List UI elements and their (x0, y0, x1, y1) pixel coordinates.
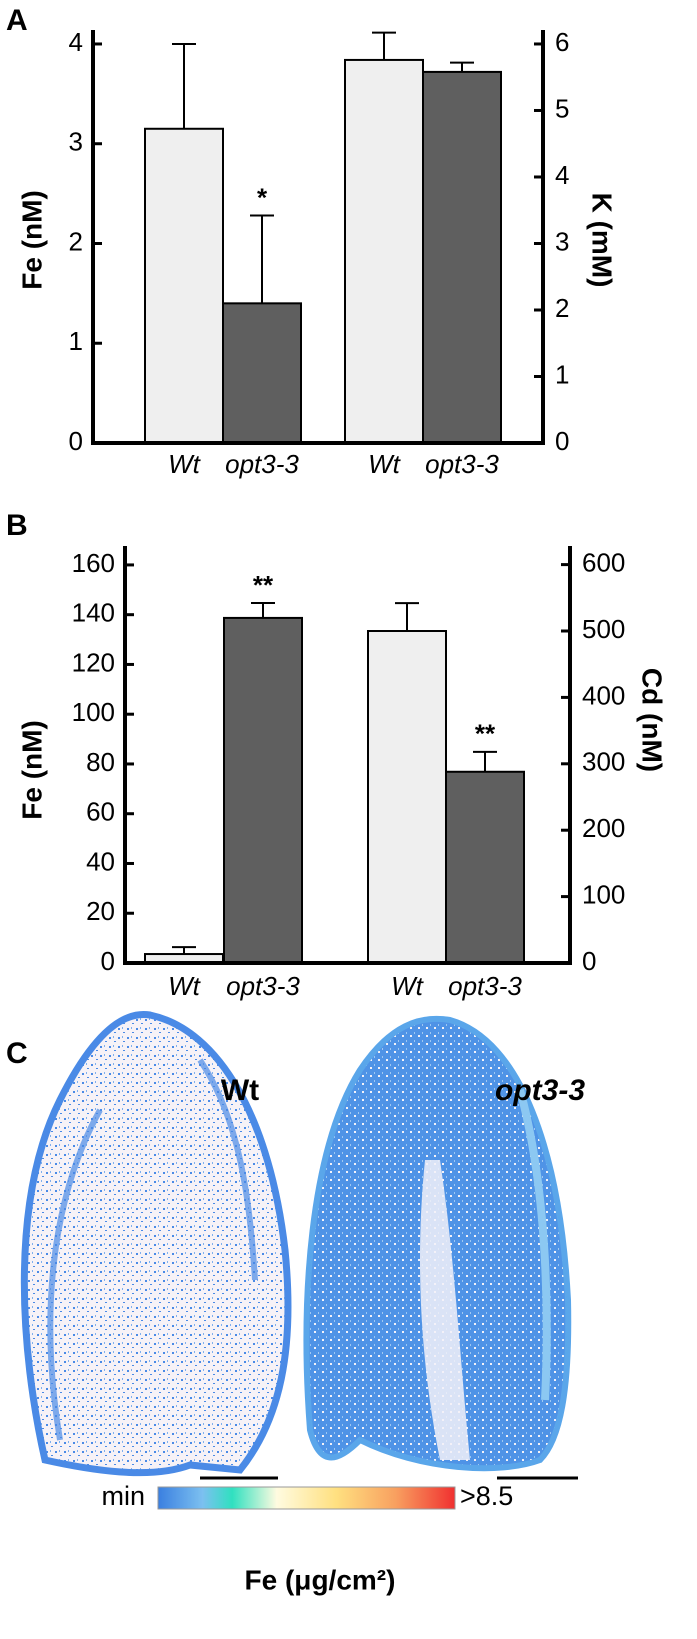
leaf-vein (516, 1088, 551, 1401)
bar (445, 770, 525, 965)
leaf-vein (47, 1058, 258, 1441)
colorbar-min: min (101, 1481, 145, 1511)
y-tick-label: 0 (101, 946, 115, 976)
significance: * (257, 182, 268, 212)
leaf-label: opt3-3 (495, 1074, 585, 1107)
y-tick-label: 140 (72, 598, 115, 628)
y-tick-label: 100 (72, 697, 115, 727)
y-tick-label: 80 (86, 747, 115, 777)
leaf-label: Wt (221, 1074, 259, 1107)
y2-tick-label: 1 (555, 359, 569, 389)
panel-label: B (6, 509, 28, 542)
x-tick-label: Wt (168, 449, 202, 479)
error-bar (172, 42, 196, 129)
x-tick-label: Wt (168, 971, 202, 1001)
bar (222, 302, 302, 444)
leaf-midrib (420, 1160, 470, 1460)
y-axis-label: Fe (nM) (16, 720, 47, 820)
error-bar (450, 61, 474, 72)
y2-tick-label: 0 (582, 946, 596, 976)
bar (422, 70, 502, 444)
colorbar-title: Fe (μg/cm²) (245, 1564, 396, 1595)
y2-axis-label: K (mM) (587, 193, 618, 288)
y-tick-label: 3 (69, 127, 83, 157)
panel-label: A (6, 4, 28, 37)
x-tick-label: opt3-3 (226, 971, 300, 1001)
y2-axis-label: Cd (nM) (637, 668, 668, 772)
colorbar (157, 1486, 456, 1510)
y2-tick-label: 6 (555, 27, 569, 57)
y2-tick-label: 4 (555, 160, 569, 190)
y2-tick-label: 100 (582, 879, 625, 909)
y2-tick-label: 500 (582, 614, 625, 644)
error-bar (251, 601, 275, 618)
bar (144, 127, 224, 445)
y-tick-label: 1 (69, 326, 83, 356)
x-tick-label: opt3-3 (448, 971, 522, 1001)
error-bar (372, 31, 396, 60)
significance: ** (475, 719, 496, 749)
x-tick-label: Wt (368, 449, 402, 479)
x-tick-label: opt3-3 (225, 449, 299, 479)
y2-tick-label: 2 (555, 293, 569, 323)
error-bar (250, 214, 274, 304)
y2-tick-label: 300 (582, 747, 625, 777)
y2-tick-label: 5 (555, 93, 569, 123)
significance: ** (253, 570, 274, 600)
y-tick-label: 20 (86, 896, 115, 926)
error-bar (395, 602, 419, 632)
y-tick-label: 160 (72, 548, 115, 578)
y2-tick-label: 400 (582, 680, 625, 710)
error-bar (473, 750, 497, 772)
bar (344, 58, 424, 444)
y-axis-label: Fe (nM) (16, 190, 47, 290)
colorbar-max: >8.5 (460, 1481, 513, 1511)
panel-label: C (6, 1037, 28, 1070)
x-tick-label: opt3-3 (425, 449, 499, 479)
bar (367, 630, 447, 964)
y-tick-label: 60 (86, 797, 115, 827)
y2-tick-label: 600 (582, 547, 625, 577)
y2-tick-label: 0 (555, 426, 569, 456)
y2-tick-label: 200 (582, 813, 625, 843)
y-tick-label: 4 (69, 27, 83, 57)
y-tick-label: 2 (69, 226, 83, 256)
error-bar (172, 946, 196, 955)
y-tick-label: 120 (72, 647, 115, 677)
y2-tick-label: 3 (555, 226, 569, 256)
bar (223, 616, 303, 964)
y-tick-label: 0 (69, 426, 83, 456)
x-tick-label: Wt (391, 971, 425, 1001)
y-tick-label: 40 (86, 846, 115, 876)
panel-c: C Wt opt3-3 min >8.5 Fe (μg/cm²) (6, 1010, 585, 1595)
